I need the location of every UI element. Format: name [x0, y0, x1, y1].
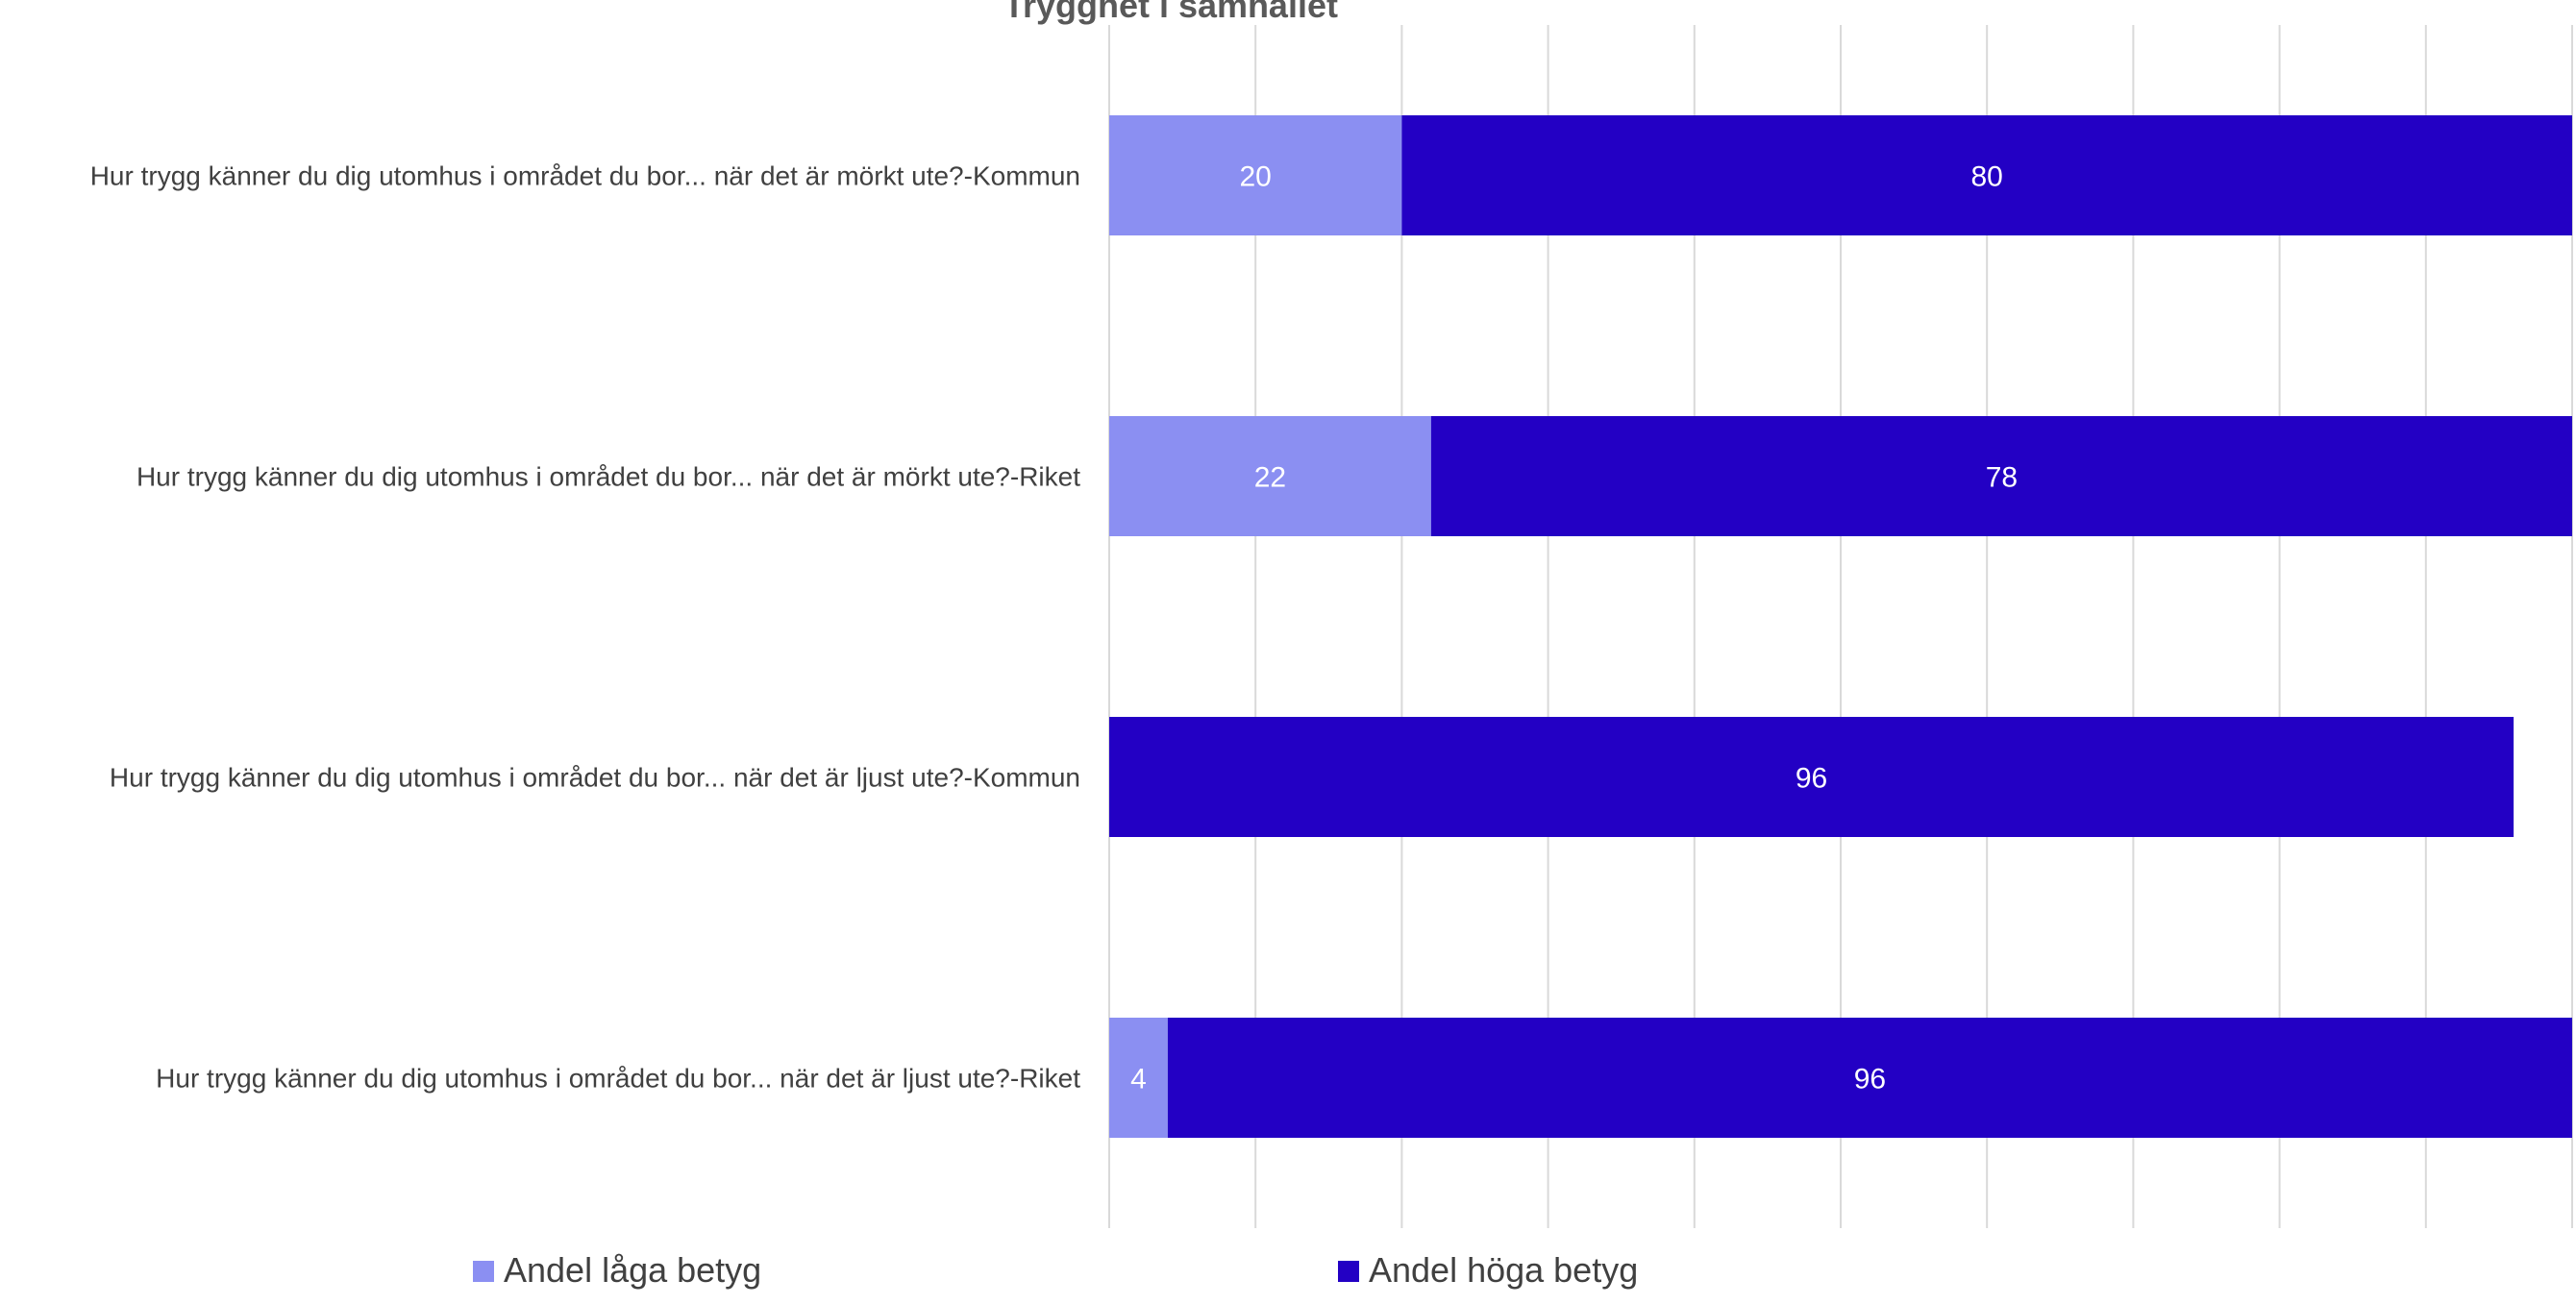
data-label: 96	[1796, 763, 1827, 795]
bar-low	[1109, 115, 1402, 235]
data-label: 20	[1240, 161, 1272, 193]
bar-low	[1109, 416, 1431, 536]
category-label: Hur trygg känner du dig utomhus i område…	[90, 161, 1080, 191]
data-label: 78	[1986, 462, 2018, 494]
data-label: 96	[1854, 1064, 1886, 1096]
chart-title: Trygghet i samhället	[1003, 0, 1338, 25]
category-label: Hur trygg känner du dig utomhus i område…	[110, 763, 1080, 793]
legend-swatch	[473, 1261, 494, 1282]
legend-swatch	[1338, 1261, 1359, 1282]
legend-label: Andel höga betyg	[1369, 1250, 1638, 1290]
bar-low	[1109, 1018, 1168, 1138]
data-label: 22	[1254, 462, 1286, 494]
category-labels: Hur trygg känner du dig utomhus i område…	[90, 161, 1081, 1094]
category-label: Hur trygg känner du dig utomhus i område…	[136, 462, 1080, 492]
bar-high	[1430, 416, 2572, 536]
data-label: 4	[1130, 1064, 1147, 1096]
legend-label: Andel låga betyg	[504, 1250, 761, 1290]
bar-high	[1167, 1018, 2572, 1138]
data-label: 80	[1971, 161, 2003, 193]
bar-high	[1109, 717, 2514, 837]
bars-layer: 20 80 22 78 96 4 96	[1109, 115, 2572, 1138]
bar-high	[1401, 115, 2572, 235]
category-label: Hur trygg känner du dig utomhus i område…	[156, 1064, 1080, 1094]
legend: Andel låga betyg Andel höga betyg	[473, 1250, 1638, 1290]
